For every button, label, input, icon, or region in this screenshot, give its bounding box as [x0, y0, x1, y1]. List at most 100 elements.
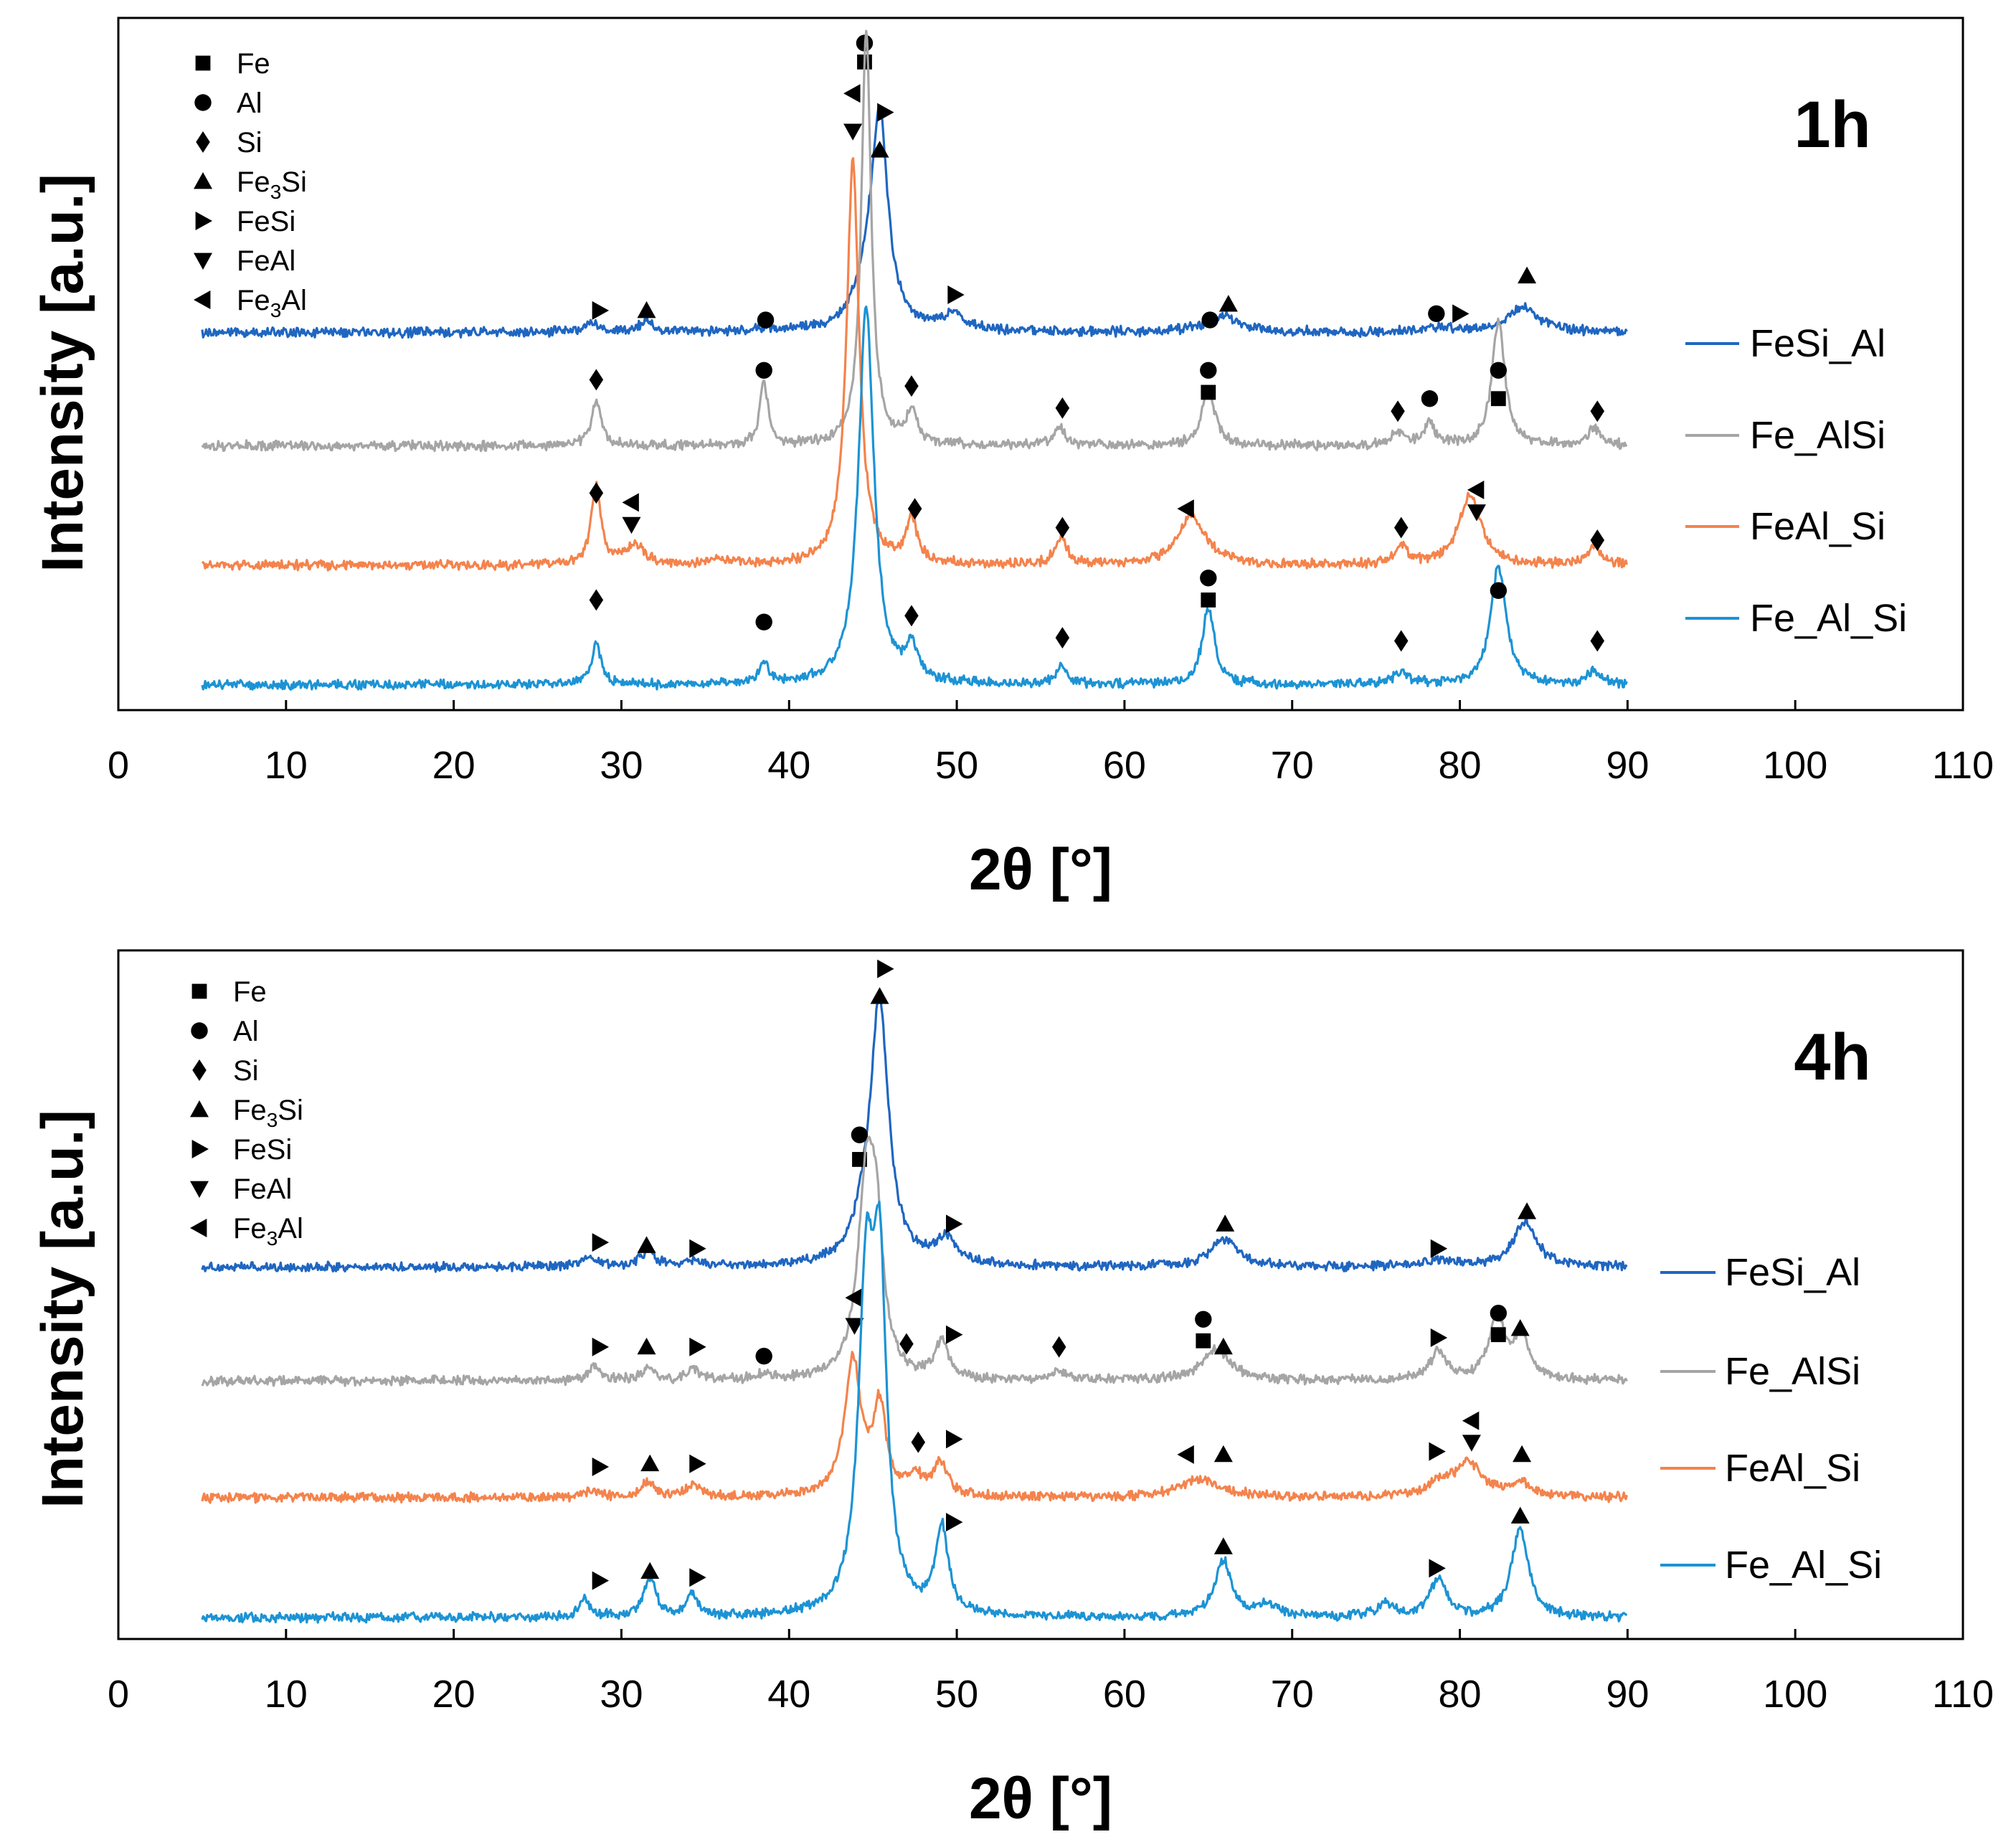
- phase-marker-triangle-down: [843, 123, 863, 141]
- phase-marker-diamond: [1055, 516, 1070, 539]
- phase-marker-triangle-up: [1213, 1337, 1233, 1355]
- panel-1h: 0 10 20 30 40 50 60 70 80 90 100 110 2θ [°] Intensity…: [30, 16, 1994, 902]
- phase-marker-triangle-right: [946, 1513, 963, 1532]
- legend-label: Al: [233, 1016, 259, 1047]
- series-line-Fe_Al_Si: [201, 306, 1628, 691]
- phase-marker-triangle-down: [1467, 504, 1486, 521]
- phase-marker-diamond: [899, 1333, 914, 1355]
- series-legend-label: FeSi_Al: [1725, 1251, 1860, 1294]
- legend-label: Al: [237, 88, 262, 119]
- phase-marker-triangle-right: [947, 285, 965, 304]
- phase-marker-triangle-right: [689, 1239, 706, 1258]
- phase-marker-diamond: [1055, 397, 1070, 419]
- phase-marker-diamond: [907, 498, 922, 520]
- phase-marker-diamond: [1055, 627, 1070, 649]
- phase-marker-triangle-left: [1462, 1411, 1480, 1430]
- x-tick-label: 10: [265, 1673, 308, 1716]
- phase-marker-triangle-down: [622, 516, 641, 534]
- phase-marker-circle: [1428, 305, 1445, 323]
- phase-marker-triangle-right: [1429, 1442, 1446, 1461]
- phase-marker-triangle-up: [1213, 1537, 1233, 1554]
- legend-label: Fe3Si: [237, 166, 307, 203]
- legend-label: FeAl: [233, 1173, 292, 1205]
- legend-label: Si: [233, 1055, 259, 1087]
- legend-symbol-circle: [191, 1022, 208, 1039]
- legend-label: Fe: [233, 976, 267, 1008]
- plot-frame: [117, 949, 1964, 1640]
- phase-marker-square: [1196, 1333, 1211, 1348]
- legend-symbol-square: [191, 983, 207, 999]
- phase-marker-square: [1490, 391, 1506, 407]
- phase-marker-triangle-right: [946, 1430, 963, 1449]
- phase-marker-triangle-left: [845, 1288, 862, 1308]
- legend-symbol-diamond: [192, 1059, 207, 1081]
- phase-marker-triangle-right: [946, 1325, 963, 1344]
- x-tick-label: 60: [1103, 1673, 1146, 1716]
- phase-marker-triangle-up: [637, 1236, 656, 1253]
- x-tick-label: 110: [1932, 744, 1994, 787]
- phase-marker-square: [1201, 384, 1216, 400]
- phase-marker-square: [1490, 1327, 1506, 1343]
- phase-marker-triangle-up: [1510, 1319, 1530, 1336]
- phase-marker-diamond: [589, 482, 604, 504]
- x-tick-label: 50: [935, 744, 978, 787]
- series-line-Fe_AlSi: [201, 1135, 1628, 1387]
- phase-marker-circle: [1195, 1310, 1212, 1328]
- x-tick-label: 40: [767, 1673, 810, 1716]
- x-tick-label: 110: [1932, 1673, 1994, 1716]
- legend-symbol-triangle-left: [190, 1219, 207, 1237]
- phase-marker-triangle-up: [1513, 1445, 1532, 1463]
- legend-symbol-circle: [194, 94, 212, 111]
- phase-marker-triangle-right: [877, 103, 894, 122]
- legend-label: Fe3Al: [237, 285, 307, 321]
- x-tick-label: 20: [432, 1673, 475, 1716]
- legend-symbol-triangle-down: [194, 252, 212, 270]
- phase-marker-triangle-down: [845, 1318, 864, 1335]
- series-line-FeSi_Al: [201, 993, 1628, 1273]
- phase-marker-triangle-up: [1518, 1202, 1537, 1219]
- x-axis-title: 2θ [°]: [969, 1766, 1112, 1831]
- phase-marker-triangle-right: [1430, 1239, 1448, 1258]
- phase-marker-diamond: [1051, 1336, 1066, 1358]
- legend-label: Fe3Si: [233, 1095, 303, 1131]
- phase-marker-triangle-right: [592, 1571, 610, 1590]
- y-axis-title: Intensity [a.u.]: [30, 1110, 95, 1508]
- plot-frame: [117, 16, 1964, 712]
- phase-marker-triangle-up: [1213, 1445, 1233, 1463]
- series-legend-label: FeAl_Si: [1725, 1447, 1860, 1490]
- panel-4h: 0 10 20 30 40 50 60 70 80 90 100 110 2θ [°] Intensity…: [30, 949, 1994, 1831]
- phase-marker-circle: [1490, 1305, 1508, 1322]
- phase-marker-triangle-right: [592, 1458, 610, 1476]
- phase-marker-triangle-right: [1452, 304, 1470, 323]
- phase-marker-circle: [757, 311, 775, 329]
- phase-marker-triangle-up: [640, 1454, 660, 1472]
- phase-marker-triangle-up: [1216, 1214, 1235, 1232]
- phase-marker-diamond: [1393, 516, 1409, 539]
- x-tick-label: 30: [600, 744, 643, 787]
- legend-label: Si: [237, 127, 262, 159]
- phase-marker-triangle-up: [1218, 295, 1238, 312]
- x-axis-title: 2θ [°]: [969, 837, 1112, 902]
- legend-symbol-triangle-right: [195, 212, 212, 230]
- phase-marker-square: [1201, 592, 1216, 608]
- panel-title: 1h: [1794, 88, 1870, 161]
- series-legend-label: Fe_AlSi: [1750, 414, 1885, 457]
- phase-marker-triangle-right: [877, 959, 894, 978]
- x-tick-label: 50: [935, 1673, 978, 1716]
- legend-label: FeSi: [233, 1134, 292, 1166]
- phase-marker-circle: [755, 1348, 772, 1365]
- legend-symbol-triangle-left: [194, 290, 211, 309]
- x-tick-label: 20: [432, 744, 475, 787]
- x-tick-label: 70: [1271, 744, 1314, 787]
- legend-label: FeSi: [237, 206, 295, 237]
- phase-marker-triangle-right: [1430, 1328, 1448, 1347]
- phase-marker-triangle-right: [592, 1337, 610, 1356]
- phase-marker-triangle-up: [640, 1562, 660, 1579]
- phase-marker-triangle-left: [1177, 1445, 1194, 1464]
- phase-marker-circle: [1490, 582, 1508, 600]
- legend-symbol-triangle-up: [190, 1100, 209, 1118]
- phase-marker-triangle-up: [1510, 1506, 1530, 1524]
- phase-marker-triangle-up: [870, 141, 889, 158]
- phase-marker-triangle-up: [637, 301, 656, 318]
